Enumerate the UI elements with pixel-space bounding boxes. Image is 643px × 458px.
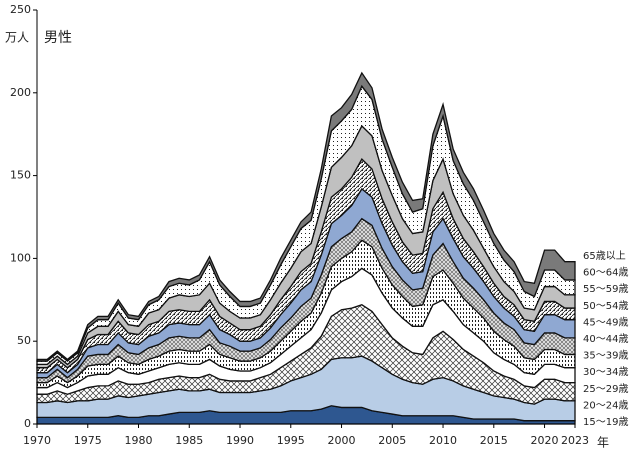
x-tick-label: 2015 <box>480 434 508 447</box>
y-tick-label: 100 <box>10 251 31 264</box>
y-axis-label: 万人 <box>5 31 29 45</box>
x-tick-label: 2023 <box>561 434 589 447</box>
y-tick-label: 200 <box>10 86 31 99</box>
x-tick-label: 1970 <box>23 434 51 447</box>
y-tick-label: 150 <box>10 169 31 182</box>
y-tick-label: 50 <box>17 334 31 347</box>
y-tick-label: 250 <box>10 3 31 16</box>
legend-label: 15～19歳 <box>583 416 628 428</box>
x-tick-label: 2010 <box>429 434 457 447</box>
legend-label: 45～49歳 <box>583 316 628 328</box>
legend-label: 60～64歳 <box>583 267 628 279</box>
legend-label: 30～34歳 <box>583 366 628 378</box>
x-tick-label: 1990 <box>226 434 254 447</box>
legend-label: 40～44歳 <box>583 333 628 345</box>
x-tick-label: 1985 <box>175 434 203 447</box>
legend-label: 35～39歳 <box>583 350 628 362</box>
x-tick-label: 2005 <box>378 434 406 447</box>
legend-label: 20～24歳 <box>583 399 628 411</box>
x-tick-label: 1975 <box>74 434 102 447</box>
x-axis-label: 年 <box>597 436 609 450</box>
legend-label: 25～29歳 <box>583 383 628 395</box>
legend-label: 55～59歳 <box>583 283 628 295</box>
area <box>36 71 576 362</box>
legend-label: 50～54歳 <box>583 300 628 312</box>
x-tick-label: 1980 <box>125 434 153 447</box>
x-tick-label: 1995 <box>277 434 305 447</box>
x-tick-label: 2020 <box>531 434 559 447</box>
y-tick-label: 0 <box>24 417 31 430</box>
legend-label: 65歳以上 <box>583 250 626 262</box>
x-tick-label: 2000 <box>328 434 356 447</box>
chart-title: 男性 <box>44 30 72 46</box>
